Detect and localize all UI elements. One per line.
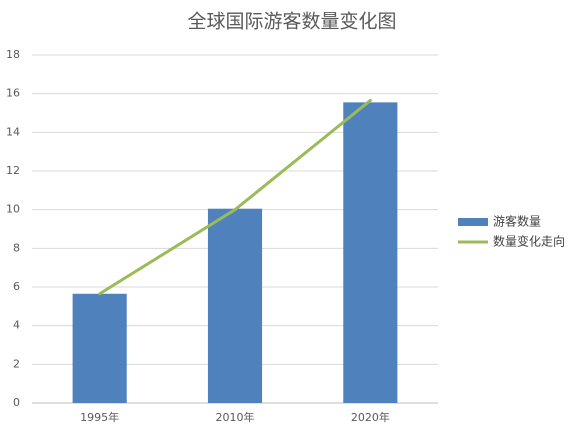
legend-label: 数量变化走向 xyxy=(493,234,565,249)
legend-label: 游客数量 xyxy=(493,214,541,229)
y-tick-label: 16 xyxy=(6,87,20,100)
x-tick-label: 2020年 xyxy=(351,410,390,424)
y-tick-label: 6 xyxy=(13,280,20,293)
chart-title: 全球国际游客数量变化图 xyxy=(187,11,396,33)
y-tick-label: 8 xyxy=(13,241,20,254)
y-tick-label: 12 xyxy=(6,164,20,177)
y-tick-label: 0 xyxy=(13,396,20,409)
y-tick-label: 18 xyxy=(6,48,20,61)
bar xyxy=(343,102,398,403)
bar xyxy=(207,208,263,403)
x-tick-label: 1995年 xyxy=(80,410,119,424)
legend-swatch xyxy=(458,218,488,226)
y-tick-label: 10 xyxy=(6,203,20,216)
y-tick-label: 4 xyxy=(13,319,20,332)
y-tick-label: 14 xyxy=(6,125,20,138)
trend-line xyxy=(98,98,372,296)
y-tick-label: 2 xyxy=(13,357,20,370)
bar xyxy=(72,293,127,403)
x-tick-label: 2010年 xyxy=(216,410,255,424)
